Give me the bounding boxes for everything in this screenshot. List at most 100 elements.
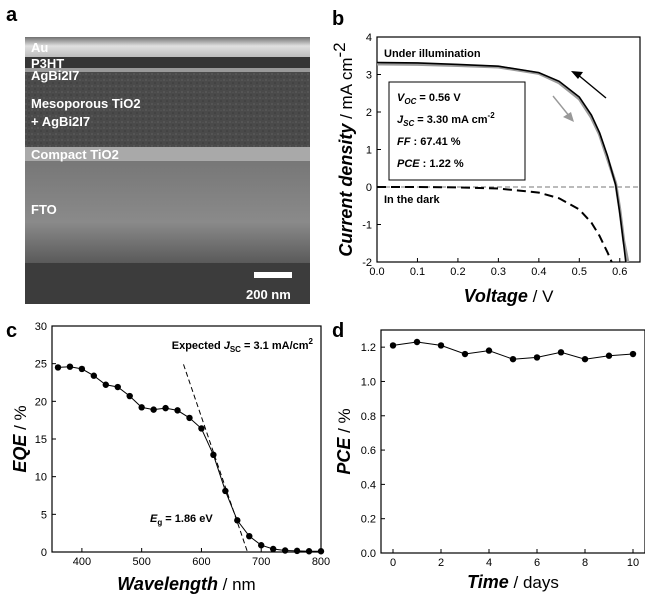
chart-b-arrowhead-forward <box>571 71 583 79</box>
chart-b-ytick-label: 3 <box>366 70 372 82</box>
chart-c-annotation-eg-sym: E <box>150 513 158 525</box>
chart-b-ytick-label: 0 <box>366 182 372 194</box>
chart-d-xlabel-name: Time <box>467 572 509 592</box>
chart-c-ylabel: EQE / % <box>10 405 30 472</box>
chart-c-ytick-label: 10 <box>35 472 47 484</box>
chart-c-point <box>102 381 110 388</box>
chart-c-annotation-expected-text: Expected <box>172 340 224 352</box>
layer-label-au: Au <box>31 40 49 55</box>
chart-c-point <box>78 365 86 373</box>
chart-c-point <box>222 487 229 495</box>
chart-c-point <box>54 364 62 371</box>
chart-b-xtick-label: 0.2 <box>450 266 465 278</box>
chart-c-point <box>150 406 157 413</box>
chart-d-ylabel-unit: / % <box>335 408 354 437</box>
chart-d-frame <box>380 329 645 554</box>
chart-b-param-ff-part: FF <box>397 136 411 148</box>
chart-b-param-voc-part: V <box>397 92 406 104</box>
chart-c-point <box>246 532 253 540</box>
chart-d-xtick-label: 8 <box>582 557 588 569</box>
chart-b-arrowhead-reverse <box>563 112 574 122</box>
chart-c-point <box>90 372 98 379</box>
chart-d-point <box>413 338 421 346</box>
chart-b-param-voc: VOC = 0.56 V <box>397 92 461 106</box>
chart-c-xtick-label: 600 <box>192 556 210 568</box>
chart-b-param-ff-part: : 67.41 % <box>410 136 460 148</box>
chart-c-xtick-label: 700 <box>252 556 270 568</box>
chart-b-arrow-forward <box>576 73 607 99</box>
chart-d-point <box>581 355 589 363</box>
chart-c-xtick-label: 500 <box>132 556 150 568</box>
chart-c-point <box>126 392 133 400</box>
chart-b-param-voc-part: = 0.56 V <box>416 92 461 104</box>
chart-c-xlabel-unit: / nm <box>218 575 256 594</box>
chart-b-param-pce-part: : 1.22 % <box>420 158 464 170</box>
chart-d-ytick-label: 0.8 <box>361 411 376 423</box>
chart-c-point <box>305 548 313 555</box>
panel-label-b: b <box>332 8 345 30</box>
panel-label-c: c <box>6 320 18 342</box>
chart-d-point <box>461 350 469 358</box>
chart-b-param-voc-part: OC <box>404 97 416 106</box>
chart-c-point <box>210 451 217 459</box>
chart-d-ylabel: PCE / % <box>334 408 354 474</box>
chart-c-series-fit <box>183 364 248 553</box>
layer-label-mesoporous: Mesoporous TiO2 <box>31 96 141 111</box>
chart-b-param-jsc-part: J <box>397 114 404 126</box>
chart-d-xtick-label: 6 <box>534 557 540 569</box>
chart-d-ytick-label: 0.4 <box>361 479 376 491</box>
chart-b-xtick-label: 0.4 <box>531 266 546 278</box>
chart-c-point <box>162 404 169 412</box>
chart-c-point <box>138 404 145 411</box>
chart-d-point <box>557 349 565 356</box>
chart-b-param-jsc-part: = 3.30 mA cm <box>414 114 487 126</box>
chart-c-annotation-eg: Eg = 1.86 eV <box>150 513 213 527</box>
chart-b-ytick-label: -2 <box>362 257 372 269</box>
layer-label-p3ht: P3HT <box>31 56 65 71</box>
chart-b-param-pce: PCE : 1.22 % <box>397 158 464 170</box>
chart-b-ylabel-sup: -2 <box>330 42 349 57</box>
chart-c-point <box>317 548 325 555</box>
chart-c-point <box>234 517 241 524</box>
panel-label-a: a <box>6 4 18 26</box>
chart-d-ytick-label: 1.0 <box>361 376 376 388</box>
chart-b-ytick-label: -1 <box>362 220 372 232</box>
chart-d-point <box>629 350 637 358</box>
chart-d-xtick-label: 10 <box>627 557 639 569</box>
chart-b-param-jsc-part: SC <box>403 119 414 128</box>
chart-b-param-box <box>388 81 526 181</box>
chart-c-ytick-label: 0 <box>41 547 47 559</box>
chart-d-xtick-label: 0 <box>390 557 396 569</box>
chart-d-point <box>509 355 517 363</box>
chart-c-ytick-label: 30 <box>35 321 47 333</box>
chart-c-annotation-expected-sub: SC <box>230 345 241 354</box>
chart-c-annotation-eg-sub: g <box>157 518 162 527</box>
chart-b-annotation-dark: In the dark <box>384 194 441 206</box>
chart-c-ytick-label: 15 <box>35 434 47 446</box>
chart-c-point <box>258 542 265 549</box>
chart-d-point <box>605 352 613 359</box>
chart-b-ytick-label: 4 <box>366 32 372 44</box>
chart-c: 400 500 600 700 800 0 5 10 15 20 25 30 Expected JSC … <box>10 321 330 594</box>
chart-c-point <box>114 383 121 391</box>
chart-d-xtick-label: 2 <box>438 557 444 569</box>
chart-b-xtick-label: 0.1 <box>410 266 425 278</box>
layer-label-agbi2i7: AgBi2I7 <box>31 68 80 83</box>
chart-b-ylabel-unit: / mA cm <box>337 57 356 123</box>
chart-b-xtick-label: 0.0 <box>369 266 384 278</box>
chart-c-point <box>66 363 74 370</box>
chart-b-ylabel: Current density / mA cm-2 <box>330 42 356 256</box>
chart-d-xlabel-unit: / days <box>509 573 559 592</box>
panel-label-d: d <box>332 320 345 342</box>
chart-b: 0.0 0.1 0.2 0.3 0.4 0.5 0.6 -2 -1 0 1 2 3 4 Under illu… <box>330 32 641 306</box>
chart-c-xtick-label: 800 <box>312 556 330 568</box>
chart-c-ylabel-unit: / % <box>11 405 30 434</box>
chart-d-point <box>437 342 445 349</box>
chart-b-series-illum-forward <box>376 61 627 263</box>
chart-d-ylabel-name: PCE <box>334 437 354 475</box>
chart-b-xlabel-unit: / V <box>528 287 554 306</box>
chart-c-annotation-expected-val: = 3.1 mA/cm <box>241 340 309 352</box>
chart-c-ytick-label: 25 <box>35 359 47 371</box>
chart-d-ytick-label: 0.0 <box>361 548 376 560</box>
